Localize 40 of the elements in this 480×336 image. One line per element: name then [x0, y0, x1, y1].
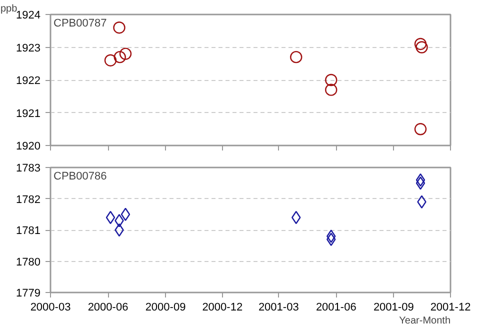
point	[325, 84, 338, 96]
chart-title: CPB00787	[54, 18, 107, 30]
x-tick-label: 2001-03	[258, 302, 299, 314]
x-tick-label: 2000-12	[202, 302, 243, 314]
point	[104, 54, 117, 66]
point	[414, 123, 427, 136]
point	[114, 50, 126, 64]
x-tick-label: 2001-09	[373, 302, 414, 314]
x-tick-label: 2000-03	[30, 302, 71, 314]
point	[417, 195, 426, 208]
point	[326, 232, 336, 246]
y-tick-label: 1780	[16, 256, 41, 268]
point	[290, 50, 302, 64]
x-tick-label: 2000-06	[88, 302, 128, 314]
y-tick-label: 1920	[16, 140, 41, 152]
point	[416, 41, 428, 54]
y-tick-label: 1781	[16, 225, 41, 237]
point	[119, 48, 132, 60]
x-axis-title: Year-Month	[399, 316, 450, 326]
x-tick-label: 2001-06	[316, 302, 356, 314]
point	[325, 74, 338, 86]
y-tick-label: 1783	[16, 162, 41, 174]
y-tick-label: 1779	[16, 288, 41, 300]
x-tick-label: 2001-12	[430, 302, 471, 314]
point	[120, 208, 130, 221]
y-tick-label: 1924	[16, 10, 41, 22]
point	[414, 38, 427, 50]
y-tick-label: 1782	[16, 194, 41, 206]
y-tick-label: 1923	[16, 42, 41, 54]
point	[113, 22, 126, 34]
y-axis-title: ppb	[0, 4, 18, 14]
point	[416, 173, 426, 187]
chart-title: CPB00786	[54, 170, 107, 182]
x-tick-label: 2000-09	[145, 302, 186, 314]
point	[326, 230, 336, 243]
point	[106, 210, 116, 224]
y-tick-label: 1921	[16, 108, 41, 120]
y-tick-label: 1922	[16, 75, 41, 87]
point	[416, 176, 426, 190]
point	[114, 214, 124, 228]
